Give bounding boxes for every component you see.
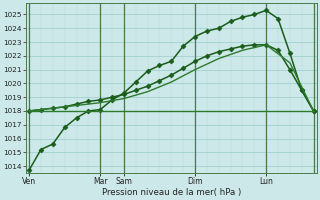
X-axis label: Pression niveau de la mer( hPa ): Pression niveau de la mer( hPa )	[102, 188, 241, 197]
